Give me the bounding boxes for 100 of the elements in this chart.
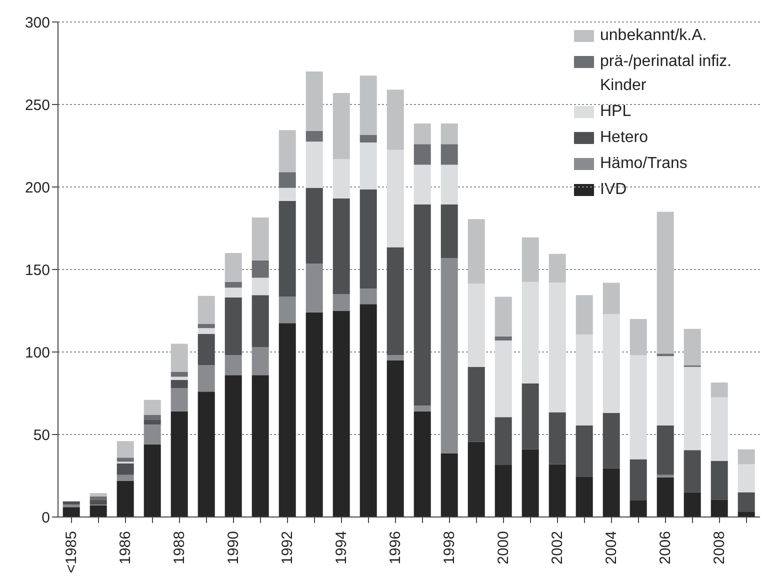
bar [576,476,593,517]
bar [576,295,593,335]
bar [684,492,701,517]
bar [224,298,242,356]
y-tick-label: 300 [24,14,50,32]
bar [332,198,350,294]
y-tick-label: 0 [42,509,50,526]
bar [224,288,242,298]
bar [386,90,404,150]
x-tick-label: 2006 [657,531,674,564]
x-tick-label: 1988 [171,531,188,564]
bar [306,312,323,517]
bar [738,449,755,464]
x-tick-label: <1985 [63,531,80,574]
bar [738,512,755,517]
bar [440,164,458,204]
bar [630,319,647,356]
bar [386,360,404,517]
y-tick-label: 200 [24,179,50,196]
x-tick-label: 1998 [441,531,458,564]
bar [522,383,539,450]
bar [576,334,593,426]
bar [602,314,620,414]
bar [332,92,350,159]
bar [224,253,242,282]
bar [116,458,134,462]
bar [278,323,296,517]
bar [306,188,323,264]
bar [468,442,485,517]
bar [522,282,539,384]
x-tick-label: 2000 [495,531,512,564]
bar [656,356,674,426]
bar [468,366,485,442]
bar [278,172,296,188]
bar [522,237,539,282]
legend-label: prä-/perinatal infiz. Kinder [600,52,733,96]
bar [656,354,674,356]
legend-label: Hämo/Trans [600,154,688,174]
bar [630,459,647,500]
bar [332,310,350,517]
bar [224,282,242,288]
bar [386,150,404,248]
bar [414,164,431,204]
bar [198,328,215,334]
bar [278,201,296,297]
bar [360,76,377,136]
bar [440,123,458,144]
y-tick-label: 150 [24,262,50,279]
legend-label: IVD [600,180,627,200]
bar [144,444,161,517]
bar [738,464,755,492]
bar [198,334,215,366]
bar [656,474,674,478]
bar [90,493,107,496]
x-tick-label: 1992 [279,531,296,564]
bar [656,425,674,475]
bar [548,464,566,517]
bar [116,441,134,458]
bar [144,414,161,420]
bar [710,397,728,461]
y-tick-label: 100 [24,344,50,362]
bar [440,144,458,165]
bar [170,344,188,372]
bar [386,247,404,356]
bar [360,189,377,288]
bar [224,355,242,376]
bar [62,507,80,517]
bar [90,496,107,500]
bar [710,382,728,398]
bar [684,366,701,450]
bar [360,135,377,142]
bar [198,365,215,392]
bar [414,204,431,406]
bar [684,450,701,492]
bar [360,288,377,304]
bar [630,355,647,460]
bar [170,372,188,377]
bar [332,158,350,199]
bar [278,130,296,172]
bar [170,376,188,380]
bar [252,260,269,278]
x-tick-label: 1986 [117,531,134,564]
legend-label: HPL [600,102,632,122]
bar [116,463,134,475]
bar [62,501,80,505]
bar [252,295,269,348]
bar [414,144,431,165]
bar [684,328,701,366]
x-tick-label: 1994 [333,531,350,564]
y-tick-label: 50 [33,426,50,444]
bar [630,500,647,517]
bar [116,474,134,481]
bar [90,505,107,517]
bar [494,417,512,466]
bar [602,282,620,314]
bar [710,460,728,500]
bar [468,284,485,367]
bar [360,304,377,517]
bar [278,296,296,324]
bar [710,500,728,517]
